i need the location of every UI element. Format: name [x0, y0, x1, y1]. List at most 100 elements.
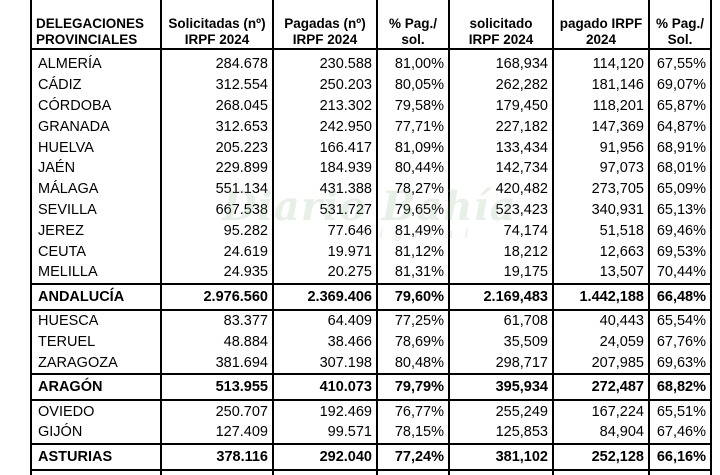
row-importe-solicitado: 298,717: [448, 352, 554, 375]
row-importe-pagado: 84,904: [552, 421, 650, 444]
row-pagadas: 531.727: [272, 199, 378, 221]
table-row: HUELVA 205.223 166.417 81,09% 133,434 91,956 6…: [30, 137, 712, 158]
row-solicitadas: 361.184: [160, 469, 274, 475]
row-pct-importe: 65,13%: [648, 199, 712, 221]
row-pct-pag-sol: 77,71%: [376, 116, 450, 138]
row-pagadas: 292.040: [272, 442, 378, 471]
row-solicitadas: 24.619: [160, 241, 274, 262]
row-importe-pagado: 118,201: [552, 95, 650, 117]
row-pct-importe: 61,94%: [648, 469, 712, 475]
table-row: JEREZ 95.282 77.646 81,49% 74,174 51,518 69,46…: [30, 220, 712, 242]
row-pct-importe: 66,16%: [648, 442, 712, 471]
row-pct-importe: 67,76%: [648, 331, 712, 353]
row-pct-pag-sol: 81,12%: [376, 241, 450, 262]
row-name: HUELVA: [30, 137, 162, 158]
row-importe-pagado: 40,443: [552, 309, 650, 332]
row-solicitadas: 127.409: [160, 421, 274, 444]
row-pct-importe: 65,54%: [648, 309, 712, 332]
watermark-logo: Diario Bahía: [222, 183, 517, 230]
row-importe-pagado: 147,369: [552, 116, 650, 138]
row-importe-solicitado: 308,981: [448, 469, 554, 475]
row-pct-pag-sol: 78,15%: [376, 421, 450, 444]
total-row: ANDALUCÍA 2.976.560 2.369.406 79,60% 2.169,4…: [30, 282, 712, 311]
row-pct-pag-sol: 80,44%: [376, 157, 450, 179]
row-pagadas: 99.571: [272, 421, 378, 444]
header-importe-solicitado: solicitado IRPF 2024: [448, 0, 554, 50]
row-solicitadas: 312.653: [160, 116, 274, 138]
row-pagadas: 184.939: [272, 157, 378, 179]
row-pct-pag-sol: 77,24%: [376, 442, 450, 471]
table-row: CEUTA 24.619 19.971 81,12% 18,212 12,663 69,53…: [30, 241, 712, 262]
row-pct-importe: 69,07%: [648, 74, 712, 96]
row-name: ARAGÓN: [30, 373, 162, 402]
row-pct-importe: 68,01%: [648, 157, 712, 179]
row-name: GIJÓN: [30, 421, 162, 444]
row-solicitadas: 312.554: [160, 74, 274, 96]
table-row: TERUEL 48.884 38.466 78,69% 35,509 24,059 67,7…: [30, 331, 712, 353]
row-name: SEVILLA: [30, 199, 162, 221]
row-importe-solicitado: 395,934: [448, 373, 554, 402]
row-solicitadas: 284.678: [160, 49, 274, 75]
row-pct-pag-sol: 79,79%: [376, 373, 450, 402]
row-importe-pagado: 97,073: [552, 157, 650, 179]
table-row: HUESCA 83.377 64.409 77,25% 61,708 40,443 65,5…: [30, 309, 712, 332]
row-importe-solicitado: 125,853: [448, 421, 554, 444]
total-row: ASTURIAS 378.116 292.040 77,24% 381,102 252,1…: [30, 442, 712, 471]
row-importe-solicitado: 18,212: [448, 241, 554, 262]
row-pagadas: 250.203: [272, 74, 378, 96]
row-pct-pag-sol: 80,48%: [376, 352, 450, 375]
row-name: TERUEL: [30, 331, 162, 353]
row-name: ILLES BALEARS: [30, 469, 162, 475]
row-importe-solicitado: 142,734: [448, 157, 554, 179]
row-pagadas: 272.688: [272, 469, 378, 475]
row-pagadas: 431.388: [272, 178, 378, 200]
table-row: ILLES BALEARS361.184272.68875,50%308,981…: [30, 469, 712, 475]
row-pct-importe: 70,44%: [648, 261, 712, 284]
row-importe-solicitado: 179,450: [448, 95, 554, 117]
row-importe-solicitado: 168,934: [448, 49, 554, 75]
row-importe-solicitado: 19,175: [448, 261, 554, 284]
row-pagadas: 2.369.406: [272, 282, 378, 311]
table-row: CÓRDOBA 268.045 213.302 79,58% 179,450 118,20…: [30, 95, 712, 117]
row-name: CEUTA: [30, 241, 162, 262]
row-pagadas: 64.409: [272, 309, 378, 332]
row-pagadas: 19.971: [272, 241, 378, 262]
row-pagadas: 230.588: [272, 49, 378, 75]
row-name: CÓRDOBA: [30, 95, 162, 117]
row-solicitadas: 667.538: [160, 199, 274, 221]
row-solicitadas: 95.282: [160, 220, 274, 242]
row-importe-solicitado: 381,102: [448, 442, 554, 471]
row-solicitadas: 513.955: [160, 373, 274, 402]
total-row: ARAGÓN 513.955 410.073 79,79% 395,934 272,487…: [30, 373, 712, 402]
table-row: ZARAGOZA 381.694 307.198 80,48% 298,717 207,9…: [30, 352, 712, 375]
row-pagadas: 192.469: [272, 400, 378, 422]
row-name: JAÉN: [30, 157, 162, 179]
row-importe-pagado: 1.442,188: [552, 282, 650, 311]
row-importe-solicitado: 523,423: [448, 199, 554, 221]
header-importe-pagado: pagado IRPF 2024: [552, 0, 650, 50]
row-pct-pag-sol: 81,49%: [376, 220, 450, 242]
row-name: CÁDIZ: [30, 74, 162, 96]
row-name: JEREZ: [30, 220, 162, 242]
row-pct-pag-sol: 78,27%: [376, 178, 450, 200]
row-solicitadas: 205.223: [160, 137, 274, 158]
row-pct-importe: 67,46%: [648, 421, 712, 444]
row-importe-pagado: 191,376: [552, 469, 650, 475]
row-pct-importe: 68,82%: [648, 373, 712, 402]
row-importe-solicitado: 74,174: [448, 220, 554, 242]
row-solicitadas: 83.377: [160, 309, 274, 332]
row-name: MELILLA: [30, 261, 162, 284]
row-importe-solicitado: 262,282: [448, 74, 554, 96]
row-importe-solicitado: 35,509: [448, 331, 554, 353]
table-row: JAÉN 229.899 184.939 80,44% 142,734 97,073 68,…: [30, 157, 712, 179]
row-pct-importe: 66,48%: [648, 282, 712, 311]
row-name: HUESCA: [30, 309, 162, 332]
row-pagadas: 20.275: [272, 261, 378, 284]
row-pct-importe: 65,87%: [648, 95, 712, 117]
row-importe-pagado: 340,931: [552, 199, 650, 221]
table-row: ALMERÍA 284.678 230.588 81,00% 168,934 114,12…: [30, 49, 712, 75]
row-pagadas: 166.417: [272, 137, 378, 158]
row-pct-pag-sol: 77,25%: [376, 309, 450, 332]
row-pct-importe: 69,63%: [648, 352, 712, 375]
row-pct-importe: 65,09%: [648, 178, 712, 200]
